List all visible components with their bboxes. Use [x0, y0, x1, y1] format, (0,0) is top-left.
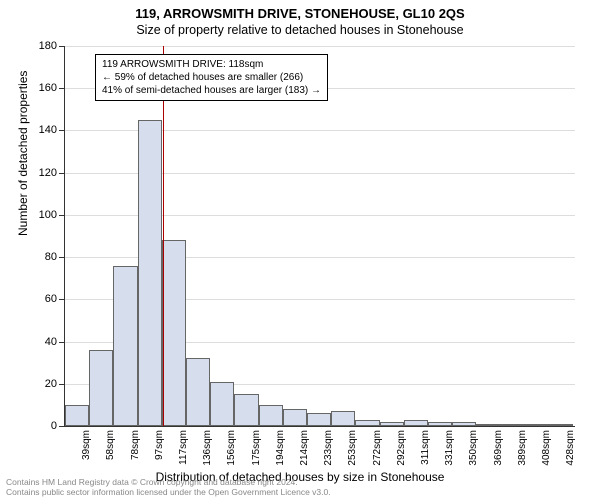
- histogram-bar: [113, 266, 137, 426]
- histogram-bar: [138, 120, 162, 426]
- x-tick-label: 272sqm: [372, 430, 383, 466]
- x-tick-label: 194sqm: [275, 430, 286, 466]
- y-tick: [59, 257, 65, 258]
- x-tick-label: 331sqm: [444, 430, 455, 466]
- y-tick: [59, 173, 65, 174]
- attribution-footer: Contains HM Land Registry data © Crown c…: [6, 478, 594, 498]
- page-title: 119, ARROWSMITH DRIVE, STONEHOUSE, GL10 …: [0, 0, 600, 21]
- histogram-bar: [283, 409, 307, 426]
- histogram-bar: [476, 424, 500, 426]
- x-tick-label: 156sqm: [226, 430, 237, 466]
- histogram-bar: [501, 424, 525, 426]
- x-tick-label: 78sqm: [130, 430, 141, 460]
- histogram-bar: [234, 394, 258, 426]
- histogram-bar: [210, 382, 234, 426]
- x-tick-label: 214sqm: [299, 430, 310, 466]
- histogram-bar: [452, 422, 476, 426]
- y-tick-label: 60: [45, 293, 57, 305]
- annotation-box: 119 ARROWSMITH DRIVE: 118sqm← 59% of det…: [95, 54, 328, 101]
- histogram-bar: [331, 411, 355, 426]
- y-tick-label: 140: [39, 124, 57, 136]
- histogram-chart: 02040608010012014016018039sqm58sqm78sqm9…: [64, 46, 575, 427]
- y-axis-label: Number of detached properties: [16, 71, 30, 236]
- y-tick-label: 20: [45, 378, 57, 390]
- x-tick-label: 253sqm: [347, 430, 358, 466]
- y-tick: [59, 215, 65, 216]
- histogram-bar: [525, 424, 549, 426]
- x-tick-label: 97sqm: [154, 430, 165, 460]
- histogram-bar: [259, 405, 283, 426]
- y-tick: [59, 88, 65, 89]
- histogram-bar: [549, 424, 573, 426]
- y-tick-label: 100: [39, 209, 57, 221]
- x-tick-label: 58sqm: [105, 430, 116, 460]
- histogram-bar: [380, 422, 404, 426]
- x-tick-label: 428sqm: [565, 430, 576, 466]
- page-subtitle: Size of property relative to detached ho…: [0, 21, 600, 37]
- x-tick-label: 39sqm: [81, 430, 92, 460]
- x-tick-label: 292sqm: [396, 430, 407, 466]
- histogram-bar: [355, 420, 379, 426]
- x-tick-label: 233sqm: [323, 430, 334, 466]
- grid-line: [65, 46, 575, 47]
- y-tick-label: 80: [45, 251, 57, 263]
- x-tick-label: 408sqm: [541, 430, 552, 466]
- y-tick-label: 120: [39, 167, 57, 179]
- y-tick: [59, 384, 65, 385]
- histogram-bar: [404, 420, 428, 426]
- property-marker-line: [163, 46, 164, 426]
- annotation-line: 41% of semi-detached houses are larger (…: [102, 84, 321, 97]
- y-tick: [59, 299, 65, 300]
- y-tick-label: 40: [45, 336, 57, 348]
- x-tick-label: 350sqm: [468, 430, 479, 466]
- x-tick-label: 136sqm: [202, 430, 213, 466]
- footer-line: Contains public sector information licen…: [6, 488, 594, 498]
- annotation-line: ← 59% of detached houses are smaller (26…: [102, 71, 321, 84]
- histogram-bar: [307, 413, 331, 426]
- y-tick: [59, 130, 65, 131]
- x-tick-label: 389sqm: [517, 430, 528, 466]
- y-tick: [59, 342, 65, 343]
- x-tick-label: 369sqm: [493, 430, 504, 466]
- histogram-bar: [162, 240, 186, 426]
- y-tick-label: 160: [39, 82, 57, 94]
- annotation-line: 119 ARROWSMITH DRIVE: 118sqm: [102, 58, 321, 71]
- y-tick: [59, 46, 65, 47]
- y-tick: [59, 426, 65, 427]
- x-tick-label: 175sqm: [251, 430, 262, 466]
- y-tick-label: 180: [39, 40, 57, 52]
- x-tick-label: 311sqm: [420, 430, 431, 465]
- histogram-bar: [428, 422, 452, 426]
- y-tick-label: 0: [51, 420, 57, 432]
- histogram-bar: [186, 358, 210, 426]
- histogram-bar: [65, 405, 89, 426]
- histogram-bar: [89, 350, 113, 426]
- x-tick-label: 117sqm: [178, 430, 189, 465]
